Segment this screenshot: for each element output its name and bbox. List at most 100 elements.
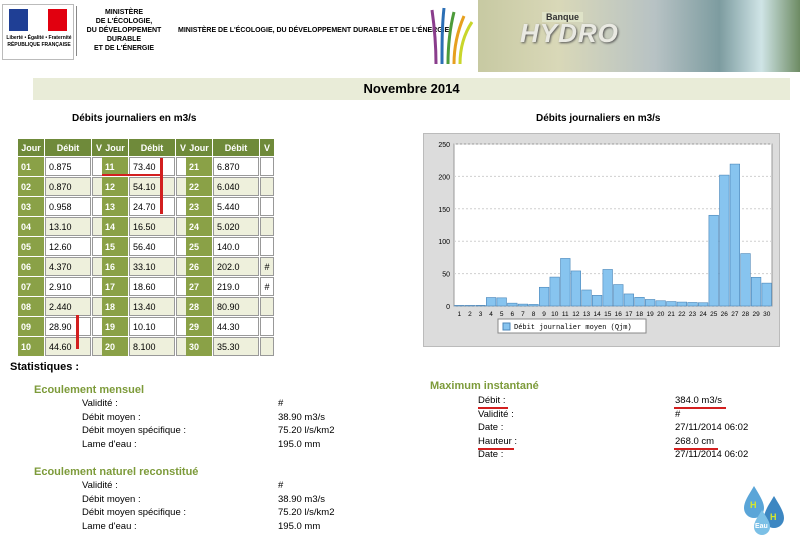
table-row: 20 8.100 [102,337,190,356]
debit-cell: 5.020 [213,217,259,236]
table-row: 07 2.910 [18,277,106,296]
debit-cell: 219.0 [213,277,259,296]
debit-cell: 10.10 [129,317,175,336]
chart-bar [517,303,528,307]
chart-bar [761,282,772,307]
day-cell: 13 [102,197,128,216]
debit-cell: 44.30 [213,317,259,336]
column-header-v: V [260,139,274,156]
debit-cell: 0.875 [45,157,91,176]
chart-bar [485,297,497,307]
stat-label: Date : [478,449,504,460]
table-row: 17 18.60 [102,277,190,296]
stat-label: Validité : [82,398,118,409]
banque-hydro-stripes-icon [430,7,474,64]
x-tick-label: 27 [731,311,739,318]
y-tick-label: 50 [442,272,450,279]
chart-bar [549,276,560,307]
chart-bar [592,295,603,307]
table-title: Débits journaliers en m3/s [72,113,197,124]
chart-title: Débits journaliers en m3/s [536,113,661,124]
stat-value: # [278,398,284,409]
stat-label: Lame d'eau : [82,520,137,532]
table-row: 26 202.0 # [186,257,274,276]
plot-area [453,143,773,307]
day-cell: 20 [102,337,128,356]
debit-cell: 56.40 [129,237,175,256]
x-tick-label: 11 [562,311,569,318]
stat-value: 27/11/2014 06:02 [675,449,749,460]
x-tick-label: 16 [615,311,623,318]
ecoulement-naturel-title: Ecoulement naturel reconstitué [34,466,199,478]
stat-value: 27/11/2014 06:02 [675,422,749,433]
x-tick-label: 25 [710,311,718,318]
validity-cell [260,157,274,176]
day-cell: 07 [18,277,44,296]
table-row: 03 0.958 [18,197,106,216]
debit-cell: 13.10 [45,217,91,236]
day-cell: 23 [186,197,212,216]
stat-value: 75.20 l/s/km2 [278,425,335,436]
stat-value: 384.0 m3/s [675,395,722,406]
day-cell: 11 [102,157,128,176]
chart-bar [528,304,539,307]
x-tick-label: 5 [500,311,504,318]
daily-flow-table: Jour Débit V 11 73.40 12 54.10 13 24.70 14 16.50 15… [101,138,191,357]
heau-letter: H [750,500,757,510]
day-cell: 09 [18,317,44,336]
column-header-debit: Débit [45,139,91,156]
stat-value: 75.20 l/s/km2 [278,507,335,518]
month-title-bar: Novembre 2014 [33,78,790,100]
stat-label: Débit moyen : [82,493,141,505]
ecoulement-mensuel-title: Ecoulement mensuel [34,384,145,396]
table-row: 30 35.30 [186,337,274,356]
stats-title: Statistiques : [10,361,80,373]
day-cell: 24 [186,217,212,236]
chart-bar [623,293,635,307]
day-cell: 26 [186,257,212,276]
table-row: 25 140.0 [186,237,274,256]
debit-cell: 24.70 [129,197,175,216]
validity-cell [260,217,274,236]
day-cell: 02 [18,177,44,196]
chart-bar [655,300,666,307]
red-mark [102,174,162,176]
heau-letter: H [770,512,777,522]
day-cell: 18 [102,297,128,316]
day-cell: 30 [186,337,212,356]
chart-bar [740,253,751,307]
red-mark [160,158,163,214]
debit-cell: 140.0 [213,237,259,256]
debit-cell: 2.910 [45,277,91,296]
validity-cell [260,297,274,316]
debit-cell: 18.60 [129,277,175,296]
validity-cell [260,237,274,256]
stat-label: Débit moyen spécifique : [82,507,187,518]
daily-flow-table: Jour Débit V 21 6.870 22 6.040 23 5.440 24 5.020 25… [185,138,275,357]
stat-label: Débit : [478,395,506,406]
table-row: 10 44.60 [18,337,106,356]
debit-cell: 35.30 [213,337,259,356]
table-row: 29 44.30 [186,317,274,336]
french-flag-icon [9,9,67,31]
stat-value: 38.90 m3/s [278,493,325,505]
validity-cell [260,337,274,356]
chart-frame: 0 50 100 150 200 250 1 2 3 4 5 6 7 8 9 10 11 12 13 14 15 16 17… [423,133,780,347]
red-underline [674,407,726,409]
table-row: 08 2.440 [18,297,106,316]
table-row: 18 13.40 [102,297,190,316]
chart-bar [708,214,719,307]
day-cell: 10 [18,337,44,356]
x-tick-label: 17 [625,311,633,318]
page-header: Liberté • Égalité • Fraternité RÉPUBLIQUE… [0,0,800,72]
table-row: 24 5.020 [186,217,274,236]
stat-label: Validité : [478,408,514,420]
x-tick-label: 29 [752,311,760,318]
debit-cell: 80.90 [213,297,259,316]
chart-bar [539,286,550,307]
y-tick-label: 100 [438,239,450,246]
x-tick-label: 12 [572,311,580,318]
chart-bar [687,302,698,307]
stat-value: 195.0 mm [278,520,321,532]
day-cell: 08 [18,297,44,316]
